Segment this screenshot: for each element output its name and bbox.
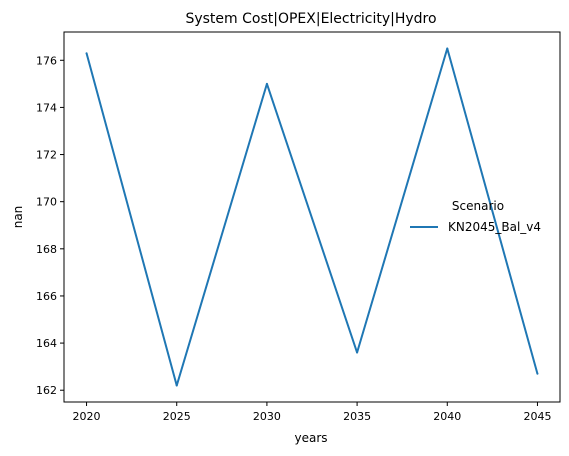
- chart-title: System Cost|OPEX|Electricity|Hydro: [185, 11, 436, 27]
- series-point: [446, 47, 449, 50]
- y-axis: 162 164 166 168 170 172 174 176: [36, 54, 64, 397]
- series-point: [175, 384, 178, 387]
- series-point: [265, 82, 268, 85]
- series-line-0: [85, 47, 539, 387]
- x-tick-label: 2030: [253, 410, 281, 423]
- series-point: [356, 351, 359, 354]
- x-tick-label: 2025: [163, 410, 191, 423]
- legend: Scenario KN2045_Bal_v4: [410, 199, 541, 234]
- plot-area: [63, 31, 561, 403]
- x-axis: 2020 2025 2030 2035 2040 2045: [73, 402, 551, 423]
- y-tick-label: 174: [36, 101, 57, 114]
- series-point: [85, 52, 88, 55]
- y-axis-label: nan: [11, 206, 25, 229]
- y-tick-label: 176: [36, 54, 57, 67]
- y-tick-label: 170: [36, 196, 57, 209]
- series-point: [536, 372, 539, 375]
- x-tick-label: 2045: [523, 410, 551, 423]
- y-tick-label: 162: [36, 384, 57, 397]
- y-tick-label: 168: [36, 243, 57, 256]
- x-tick-label: 2040: [433, 410, 461, 423]
- y-tick-label: 164: [36, 337, 57, 350]
- y-tick-label: 166: [36, 290, 57, 303]
- legend-label: KN2045_Bal_v4: [448, 220, 541, 234]
- x-tick-label: 2035: [343, 410, 371, 423]
- y-tick-label: 172: [36, 149, 57, 162]
- x-tick-label: 2020: [73, 410, 101, 423]
- legend-title: Scenario: [452, 199, 504, 213]
- x-axis-label: years: [294, 431, 327, 445]
- series-layer: [85, 47, 539, 387]
- plot-frame: [63, 31, 561, 403]
